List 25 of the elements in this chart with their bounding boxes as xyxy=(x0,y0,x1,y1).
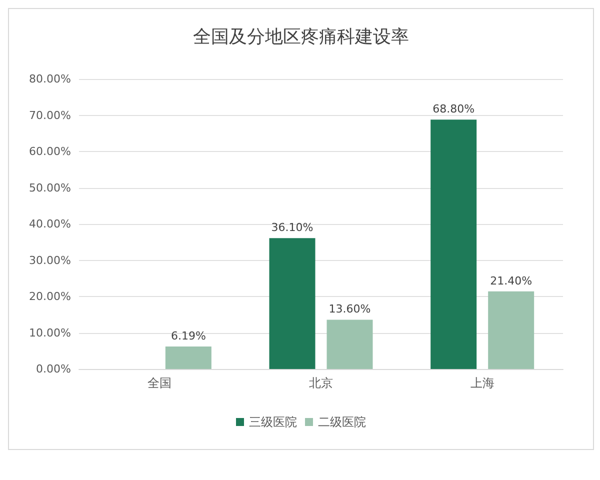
y-tick-label: 40.00% xyxy=(29,218,71,230)
chart-title: 全国及分地区疼痛科建设率 xyxy=(193,26,409,48)
legend-label: 三级医院 xyxy=(249,415,297,429)
bar xyxy=(326,320,373,369)
x-tick-label: 全国 xyxy=(148,376,172,390)
bar xyxy=(269,238,316,369)
bar xyxy=(165,346,212,369)
data-label: 13.60% xyxy=(328,302,371,316)
x-tick-label: 上海 xyxy=(470,376,494,390)
y-tick-label: 10.00% xyxy=(29,326,71,340)
legend-label: 二级医院 xyxy=(318,415,366,429)
data-label: 21.40% xyxy=(490,274,532,288)
data-label: 36.10% xyxy=(271,221,314,234)
y-tick-label: 50.00% xyxy=(29,181,71,194)
y-tick-label: 0.00% xyxy=(36,362,71,376)
y-tick-label: 20.00% xyxy=(29,290,71,303)
y-tick-label: 30.00% xyxy=(29,254,71,267)
x-tick-label: 北京 xyxy=(309,376,333,390)
bar xyxy=(430,120,477,369)
bar xyxy=(488,291,534,369)
y-tick-label: 60.00% xyxy=(29,145,71,158)
data-label: 68.80% xyxy=(432,102,475,116)
y-tick-label: 70.00% xyxy=(29,108,71,122)
data-label: 6.19% xyxy=(170,330,206,343)
y-tick-label: 80.00% xyxy=(29,72,71,86)
